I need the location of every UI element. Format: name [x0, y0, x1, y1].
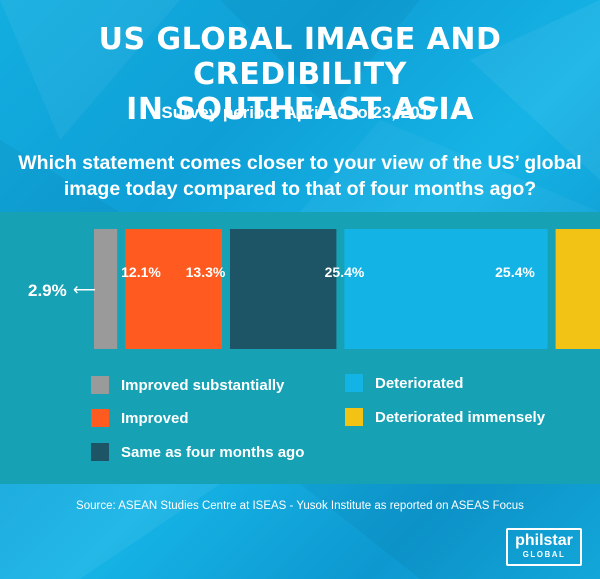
legend-item-deteriorated-immensely: Deteriorated immensely — [345, 408, 545, 426]
title-line-2: IN SOUTHEAST ASIA — [126, 92, 474, 127]
legend-label: Same as four months ago — [121, 443, 305, 461]
logo-wordmark: philstar — [515, 532, 573, 549]
logo-subtitle: GLOBAL — [522, 550, 566, 559]
legend-item-deteriorated: Deteriorated — [345, 374, 463, 392]
question-line-2: image today compared to that of four mon… — [63, 178, 537, 200]
survey-period: Survey period: April 10 to 23, 2017 — [161, 103, 439, 122]
philstar-logo: philstar GLOBAL — [506, 528, 582, 566]
question-line-1: Which statement comes closer to your vie… — [18, 152, 582, 174]
bar-deteriorated — [344, 229, 548, 349]
legend-label: Deteriorated — [375, 374, 464, 392]
legend-swatch — [91, 443, 109, 461]
legend-swatch — [345, 408, 363, 426]
bar-label-improved: 12.1% — [121, 264, 161, 280]
bar-improved — [125, 229, 222, 349]
bar-label-deteriorated: 25.4% — [324, 264, 365, 280]
legend-item-improved: Improved — [91, 409, 189, 427]
legend-item-same: Same as four months ago — [91, 443, 304, 461]
legend-swatch — [345, 374, 363, 392]
title-line-1: US GLOBAL IMAGE AND CREDIBILITY — [98, 22, 502, 92]
legend-item-improved-substantially: Improved substantially — [91, 376, 284, 394]
legend-label: Deteriorated immensely — [375, 408, 546, 426]
bar-label-improved-substantially: 2.9% — [28, 281, 67, 300]
bar-deteriorated-immensely — [555, 229, 600, 349]
bar-improved-substantially — [94, 229, 118, 349]
legend-swatch — [91, 376, 109, 394]
bar-label-deteriorated-immensely: 25.4% — [495, 264, 535, 280]
bar-same — [230, 229, 337, 349]
survey-question: Which statement comes closer to your vie… — [0, 150, 600, 202]
legend-label: Improved — [121, 409, 189, 427]
page-title: US GLOBAL IMAGE AND CREDIBILITY IN SOUTH… — [0, 22, 600, 127]
bar-label-same: 13.3% — [185, 264, 226, 280]
source-note: Source: ASEAN Studies Centre at ISEAS - … — [76, 500, 524, 512]
legend-swatch — [91, 409, 109, 427]
legend-label: Improved substantially — [121, 376, 285, 394]
left-arrow-icon: ⟵ — [73, 282, 96, 299]
